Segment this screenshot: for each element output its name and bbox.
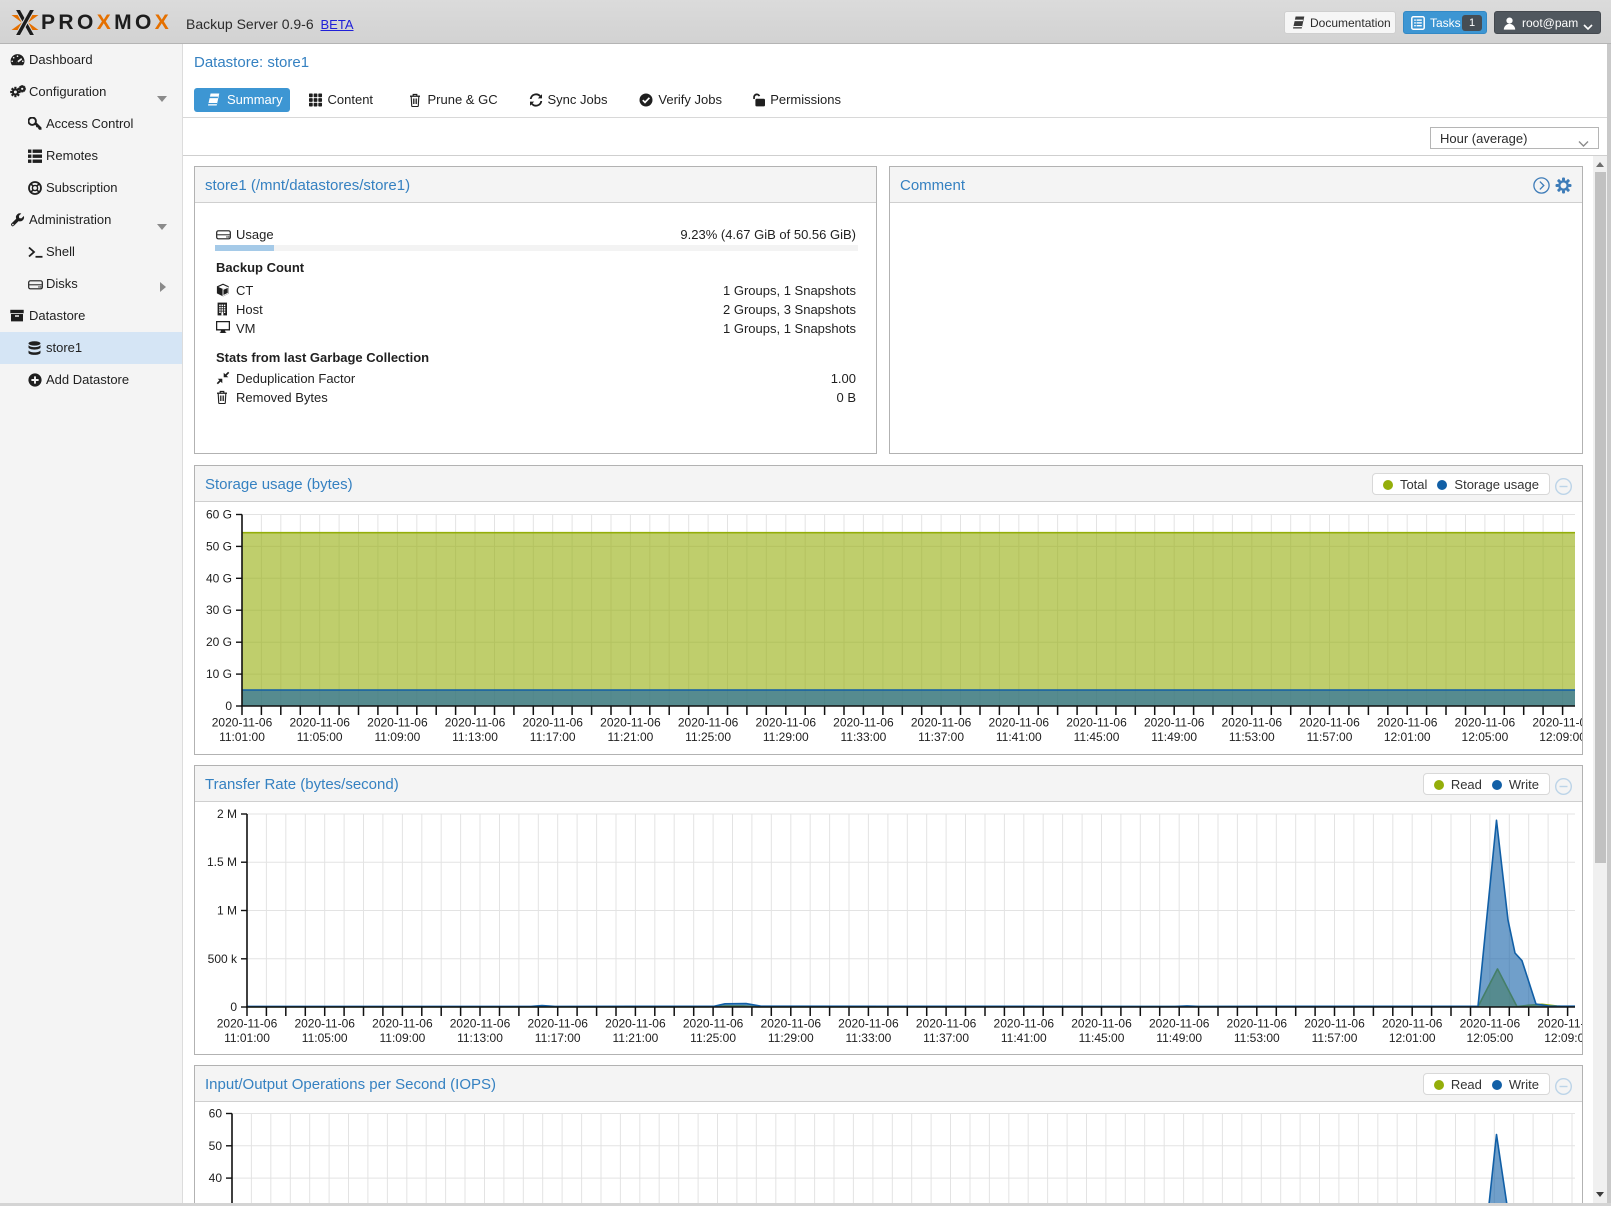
svg-text:2020-11-06: 2020-11-06 [1304, 1016, 1365, 1030]
svg-text:30 G: 30 G [206, 603, 232, 617]
svg-text:40 G: 40 G [206, 571, 232, 585]
svg-text:11:57:00: 11:57:00 [1307, 729, 1353, 743]
svg-text:11:45:00: 11:45:00 [1079, 1030, 1125, 1044]
svg-text:2020-11-06: 2020-11-06 [372, 1016, 433, 1030]
svg-text:2020-11-06: 2020-11-06 [683, 1016, 744, 1030]
svg-text:40: 40 [209, 1171, 223, 1185]
svg-text:11:49:00: 11:49:00 [1151, 729, 1197, 743]
svg-text:11:05:00: 11:05:00 [297, 729, 343, 743]
svg-text:12:01:00: 12:01:00 [1384, 729, 1431, 743]
svg-text:1.5 M: 1.5 M [207, 855, 237, 869]
svg-text:2020-11-06: 2020-11-06 [1149, 1016, 1210, 1030]
svg-text:2020-11-06: 2020-11-06 [994, 1016, 1055, 1030]
svg-text:11:21:00: 11:21:00 [607, 729, 653, 743]
svg-text:11:53:00: 11:53:00 [1234, 1030, 1280, 1044]
svg-text:2020-11-06: 2020-11-06 [445, 715, 506, 729]
svg-text:11:29:00: 11:29:00 [763, 729, 809, 743]
svg-text:2020-11-06: 2020-11-06 [1455, 715, 1516, 729]
svg-text:11:01:00: 11:01:00 [219, 729, 265, 743]
svg-text:20 G: 20 G [206, 635, 232, 649]
svg-text:11:29:00: 11:29:00 [768, 1030, 814, 1044]
svg-text:11:53:00: 11:53:00 [1229, 729, 1275, 743]
svg-text:50 G: 50 G [206, 539, 232, 553]
svg-text:60: 60 [209, 1106, 223, 1120]
svg-text:2020-11-06: 2020-11-06 [911, 715, 972, 729]
svg-text:2020-11-06: 2020-11-06 [1460, 1016, 1521, 1030]
svg-text:10 G: 10 G [206, 667, 232, 681]
svg-text:2020-11-06: 2020-11-06 [1537, 1016, 1582, 1030]
svg-text:11:49:00: 11:49:00 [1156, 1030, 1202, 1044]
svg-text:11:41:00: 11:41:00 [996, 729, 1042, 743]
svg-text:2020-11-06: 2020-11-06 [367, 715, 428, 729]
svg-text:12:01:00: 12:01:00 [1389, 1030, 1436, 1044]
svg-text:500 k: 500 k [208, 951, 238, 965]
svg-text:2020-11-06: 2020-11-06 [678, 715, 739, 729]
svg-text:12:09:00: 12:09:00 [1544, 1030, 1582, 1044]
svg-text:11:45:00: 11:45:00 [1074, 729, 1120, 743]
svg-text:11:09:00: 11:09:00 [379, 1030, 425, 1044]
svg-text:2020-11-06: 2020-11-06 [1222, 715, 1283, 729]
svg-text:2020-11-06: 2020-11-06 [1227, 1016, 1288, 1030]
svg-text:2020-11-06: 2020-11-06 [838, 1016, 899, 1030]
svg-text:1 M: 1 M [217, 903, 237, 917]
svg-text:2020-11-06: 2020-11-06 [756, 715, 817, 729]
svg-text:11:33:00: 11:33:00 [840, 729, 886, 743]
svg-text:2020-11-06: 2020-11-06 [527, 1016, 588, 1030]
svg-text:2020-11-06: 2020-11-06 [212, 715, 273, 729]
svg-text:12:05:00: 12:05:00 [1462, 729, 1509, 743]
svg-text:2020-11-06: 2020-11-06 [289, 715, 350, 729]
svg-text:2020-11-06: 2020-11-06 [1382, 1016, 1443, 1030]
svg-text:0: 0 [230, 1000, 237, 1014]
svg-text:11:13:00: 11:13:00 [457, 1030, 503, 1044]
svg-text:11:25:00: 11:25:00 [690, 1030, 736, 1044]
svg-text:50: 50 [209, 1138, 223, 1152]
svg-text:11:01:00: 11:01:00 [224, 1030, 270, 1044]
svg-text:2020-11-06: 2020-11-06 [522, 715, 583, 729]
svg-text:2020-11-06: 2020-11-06 [600, 715, 661, 729]
svg-text:2020-11-06: 2020-11-06 [1144, 715, 1205, 729]
svg-text:2020-11-06: 2020-11-06 [761, 1016, 822, 1030]
svg-text:11:41:00: 11:41:00 [1001, 1030, 1047, 1044]
svg-text:11:17:00: 11:17:00 [530, 729, 576, 743]
svg-text:2020-11-06: 2020-11-06 [217, 1016, 278, 1030]
svg-text:60 G: 60 G [206, 507, 232, 521]
svg-text:2020-11-06: 2020-11-06 [916, 1016, 977, 1030]
svg-text:11:33:00: 11:33:00 [845, 1030, 891, 1044]
svg-text:2020-11-06: 2020-11-06 [989, 715, 1050, 729]
svg-text:11:21:00: 11:21:00 [612, 1030, 658, 1044]
svg-text:12:05:00: 12:05:00 [1467, 1030, 1514, 1044]
svg-text:2020-11-06: 2020-11-06 [294, 1016, 355, 1030]
svg-text:11:37:00: 11:37:00 [918, 729, 964, 743]
svg-text:12:09:00: 12:09:00 [1539, 729, 1582, 743]
svg-text:2020-11-06: 2020-11-06 [1532, 715, 1582, 729]
svg-text:2020-11-06: 2020-11-06 [450, 1016, 511, 1030]
svg-text:0: 0 [225, 699, 232, 713]
svg-text:11:57:00: 11:57:00 [1312, 1030, 1358, 1044]
svg-text:2020-11-06: 2020-11-06 [605, 1016, 666, 1030]
svg-text:11:13:00: 11:13:00 [452, 729, 498, 743]
svg-text:2020-11-06: 2020-11-06 [1066, 715, 1127, 729]
svg-text:2020-11-06: 2020-11-06 [833, 715, 894, 729]
svg-text:11:17:00: 11:17:00 [535, 1030, 581, 1044]
svg-text:2020-11-06: 2020-11-06 [1377, 715, 1438, 729]
svg-text:2 M: 2 M [217, 807, 237, 821]
svg-text:11:25:00: 11:25:00 [685, 729, 731, 743]
svg-text:2020-11-06: 2020-11-06 [1299, 715, 1360, 729]
svg-text:11:37:00: 11:37:00 [923, 1030, 969, 1044]
svg-text:11:09:00: 11:09:00 [374, 729, 420, 743]
svg-text:11:05:00: 11:05:00 [302, 1030, 348, 1044]
svg-text:2020-11-06: 2020-11-06 [1071, 1016, 1132, 1030]
